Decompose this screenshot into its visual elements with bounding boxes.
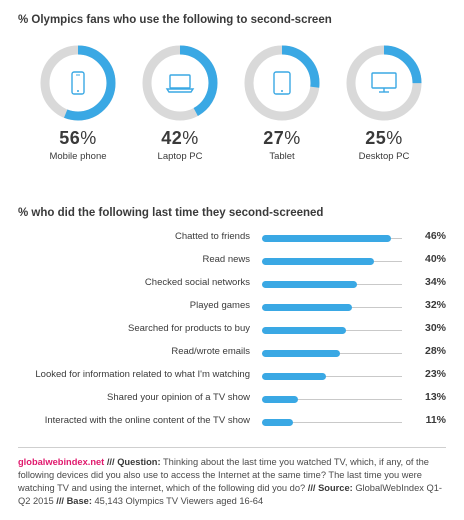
bar xyxy=(262,373,327,380)
bar-value: 23% xyxy=(424,368,446,380)
donut-value-number: 25 xyxy=(365,128,387,148)
bar-track xyxy=(262,399,402,400)
donut-value: 42% xyxy=(130,128,230,149)
bar-label: Read news xyxy=(202,254,250,265)
donut-slice xyxy=(142,45,218,121)
bar xyxy=(262,419,293,426)
bar-row: Chatted to friends 46% xyxy=(0,228,464,248)
base-text: 45,143 Olympics TV Viewers aged 16-64 xyxy=(91,496,264,506)
bar xyxy=(262,281,358,288)
bar-label: Shared your opinion of a TV show xyxy=(107,392,250,403)
bar-row: Checked social networks 34% xyxy=(0,274,464,294)
bar-label: Looked for information related to what I… xyxy=(35,369,250,380)
donut-value-number: 42 xyxy=(161,128,183,148)
mobile-phone-icon xyxy=(71,71,85,95)
bar-value: 32% xyxy=(424,299,446,311)
donut-value: 25% xyxy=(334,128,434,149)
donut-label: Mobile phone xyxy=(49,151,107,162)
donut-value: 56% xyxy=(28,128,128,149)
donut-ring xyxy=(244,45,320,121)
donut-value: 27% xyxy=(232,128,332,149)
site-link[interactable]: globalwebindex.net xyxy=(18,457,105,467)
donut-ring xyxy=(40,45,116,121)
donut-mobile-phone: 56% Mobile phone xyxy=(28,44,128,162)
bar-value: 30% xyxy=(424,322,446,334)
bar-row: Played games 32% xyxy=(0,297,464,317)
question-label: Question: xyxy=(117,457,161,467)
base-label: Base: xyxy=(66,496,92,506)
donut-value-unit: % xyxy=(80,128,97,148)
donut-laptop-pc: 42% Laptop PC xyxy=(130,44,230,162)
donut-label: Desktop PC xyxy=(358,151,410,162)
bar-row: Looked for information related to what I… xyxy=(0,366,464,386)
donut-charts: 56% Mobile phone 42% Laptop PC 27% Tablet 25% D… xyxy=(0,44,464,194)
donut-desktop-pc: 25% Desktop PC xyxy=(334,44,434,162)
bar-row: Searched for products to buy 30% xyxy=(0,320,464,340)
bar xyxy=(262,350,341,357)
donut-value-unit: % xyxy=(284,128,301,148)
bar-label: Read/wrote emails xyxy=(171,346,250,357)
bar-value: 28% xyxy=(424,345,446,357)
bar-row: Interacted with the online content of th… xyxy=(0,412,464,432)
donut-value-unit: % xyxy=(386,128,403,148)
bar-value: 11% xyxy=(425,414,446,426)
bar xyxy=(262,258,374,265)
bar-label: Played games xyxy=(189,300,250,311)
bar-track xyxy=(262,376,402,377)
separator: /// xyxy=(307,483,319,493)
source-text: GlobalWebIndex Q1-Q2 2015 xyxy=(18,483,442,506)
separator: /// xyxy=(56,496,67,506)
bar xyxy=(262,235,391,242)
bar xyxy=(262,327,346,334)
desktop-icon xyxy=(371,72,397,93)
donut-slice xyxy=(346,45,422,121)
bar xyxy=(262,396,299,403)
bar-label: Chatted to friends xyxy=(175,231,250,242)
donut-ring xyxy=(346,45,422,121)
bar-section-title: % who did the following last time they s… xyxy=(18,207,324,219)
bar-label: Interacted with the online content of th… xyxy=(44,415,250,426)
footer-divider xyxy=(18,447,446,448)
bar-label: Checked social networks xyxy=(144,277,250,288)
donut-section-title: % Olympics fans who use the following to… xyxy=(18,14,332,26)
separator: /// xyxy=(104,457,118,467)
donut-slice xyxy=(40,45,116,121)
donut-value-number: 27 xyxy=(263,128,285,148)
tablet-icon xyxy=(273,71,291,95)
donut-label: Tablet xyxy=(269,151,295,162)
bar-row: Read/wrote emails 28% xyxy=(0,343,464,363)
bar-value: 34% xyxy=(424,276,446,288)
bar-track xyxy=(262,422,402,423)
footer-note: globalwebindex.net /// Question: Thinkin… xyxy=(18,456,446,508)
donut-slice xyxy=(244,45,320,121)
bar-value: 40% xyxy=(424,253,446,265)
question-text: Thinking about the last time you watched… xyxy=(18,457,429,493)
bar-value: 13% xyxy=(424,391,446,403)
donut-value-unit: % xyxy=(182,128,199,148)
donut-tablet: 27% Tablet xyxy=(232,44,332,162)
laptop-icon xyxy=(165,74,195,93)
bar-label: Searched for products to buy xyxy=(128,323,250,334)
source-label: Source: xyxy=(318,483,353,493)
donut-label: Laptop PC xyxy=(157,151,203,162)
donut-value-number: 56 xyxy=(59,128,81,148)
donut-ring xyxy=(142,45,218,121)
bar-value: 46% xyxy=(424,230,446,242)
bar xyxy=(262,304,352,311)
bar-row: Read news 40% xyxy=(0,251,464,271)
bar-row: Shared your opinion of a TV show 13% xyxy=(0,389,464,409)
